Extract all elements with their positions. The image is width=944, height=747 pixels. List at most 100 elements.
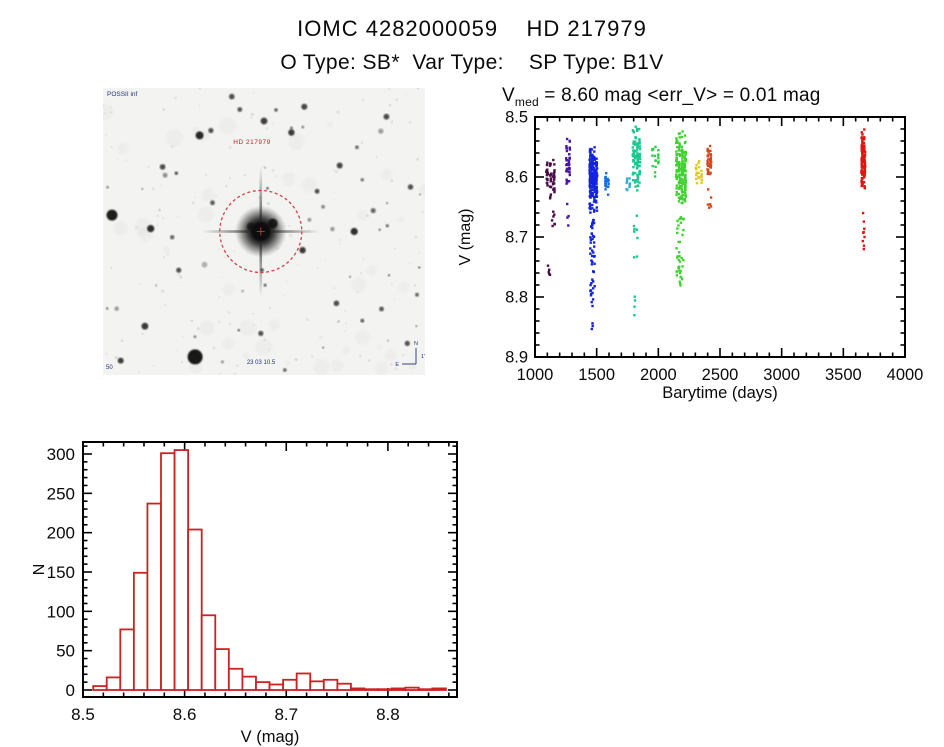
data-point bbox=[861, 211, 865, 215]
noise-dot bbox=[361, 98, 365, 102]
noise-dot bbox=[394, 361, 396, 363]
noise-dot bbox=[177, 273, 181, 277]
data-point bbox=[710, 160, 713, 164]
data-point bbox=[709, 196, 713, 199]
data-point bbox=[633, 181, 637, 184]
data-point bbox=[635, 228, 639, 231]
data-point bbox=[589, 157, 592, 160]
field-star bbox=[301, 125, 305, 129]
data-point bbox=[676, 231, 679, 235]
data-point bbox=[588, 163, 591, 166]
noise-dot bbox=[388, 88, 391, 91]
data-point bbox=[681, 169, 684, 172]
data-point bbox=[633, 299, 637, 302]
field-star bbox=[349, 275, 352, 278]
y-tick-label: 200 bbox=[47, 524, 75, 543]
data-point bbox=[633, 157, 637, 160]
noise-dot bbox=[220, 276, 223, 279]
data-point bbox=[628, 177, 631, 180]
data-point bbox=[549, 193, 553, 196]
noise-dot bbox=[162, 217, 165, 220]
data-point bbox=[860, 166, 863, 169]
data-point bbox=[565, 149, 569, 153]
histogram-bar bbox=[146, 502, 162, 691]
data-point bbox=[590, 194, 594, 198]
grain-blotch bbox=[398, 281, 410, 293]
noise-dot bbox=[260, 320, 262, 322]
noise-dot bbox=[362, 257, 365, 261]
data-point bbox=[681, 160, 684, 163]
noise-dot bbox=[298, 221, 301, 224]
data-point bbox=[684, 176, 687, 179]
data-point bbox=[863, 169, 867, 173]
data-point bbox=[700, 173, 704, 176]
data-point bbox=[675, 187, 678, 190]
data-point bbox=[682, 228, 685, 232]
data-point bbox=[861, 138, 864, 141]
data-point bbox=[657, 160, 660, 163]
field-star bbox=[229, 93, 235, 100]
data-point bbox=[592, 287, 595, 290]
data-point bbox=[591, 157, 594, 161]
data-point bbox=[684, 158, 687, 161]
data-point bbox=[679, 284, 682, 287]
grain-blotch bbox=[374, 361, 389, 375]
data-point bbox=[589, 207, 592, 211]
noise-dot bbox=[228, 177, 232, 180]
noise-dot bbox=[217, 320, 221, 324]
data-point bbox=[568, 171, 571, 174]
compass-east-label: E bbox=[395, 362, 399, 368]
data-point bbox=[607, 180, 610, 183]
noise-dot bbox=[360, 141, 364, 145]
field-star bbox=[415, 325, 418, 328]
data-point bbox=[681, 130, 684, 133]
data-point bbox=[592, 280, 595, 283]
field-star bbox=[187, 349, 203, 365]
plot-frame bbox=[82, 441, 458, 698]
noise-dot bbox=[151, 187, 155, 191]
data-point bbox=[591, 322, 594, 325]
data-point bbox=[593, 196, 596, 199]
data-point bbox=[632, 224, 636, 228]
noise-dot bbox=[360, 272, 363, 275]
noise-dot bbox=[198, 88, 202, 90]
grain-blotch bbox=[222, 283, 235, 296]
y-tick-label: 150 bbox=[47, 563, 75, 582]
compass-north-label: N bbox=[414, 341, 418, 347]
data-point bbox=[681, 198, 684, 201]
data-point bbox=[675, 193, 678, 196]
histogram-bar bbox=[132, 571, 149, 691]
data-point bbox=[700, 169, 703, 173]
noise-dot bbox=[393, 298, 396, 300]
data-point bbox=[678, 269, 681, 272]
data-point bbox=[592, 270, 595, 274]
data-point bbox=[595, 182, 598, 186]
data-point bbox=[657, 154, 660, 157]
noise-dot bbox=[271, 168, 275, 172]
noise-dot bbox=[289, 233, 293, 238]
star-companion-blob bbox=[267, 218, 278, 229]
histogram-bar bbox=[363, 688, 379, 691]
data-point bbox=[634, 185, 637, 188]
data-point bbox=[638, 181, 641, 184]
data-point bbox=[684, 194, 687, 197]
noise-dot bbox=[338, 238, 342, 242]
data-point bbox=[707, 171, 710, 174]
histogram-bar bbox=[173, 449, 190, 691]
data-point bbox=[589, 191, 592, 195]
data-point bbox=[698, 160, 701, 163]
data-point bbox=[566, 181, 569, 184]
data-point bbox=[593, 166, 596, 170]
field-star bbox=[288, 129, 295, 136]
noise-dot bbox=[160, 184, 162, 186]
data-point bbox=[604, 175, 607, 179]
data-point bbox=[651, 154, 654, 157]
data-point bbox=[684, 178, 687, 182]
data-point bbox=[860, 136, 864, 139]
field-star bbox=[301, 103, 308, 110]
vmed-base: V bbox=[502, 85, 515, 106]
field-star bbox=[386, 202, 389, 205]
data-point bbox=[588, 202, 592, 205]
noise-dot bbox=[218, 296, 221, 299]
noise-dot bbox=[333, 168, 335, 171]
